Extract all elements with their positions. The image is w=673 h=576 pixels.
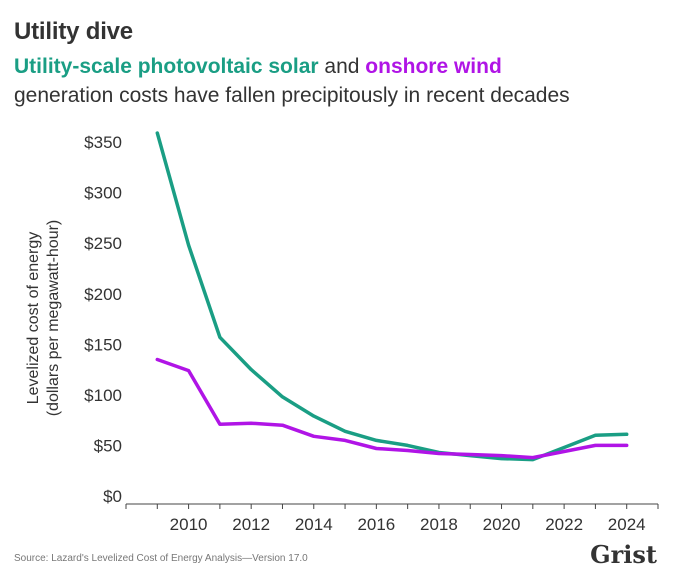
solar-line [155,131,629,462]
x-tick-label: 2016 [357,515,395,534]
chart-title: Utility dive [14,18,133,45]
x-tick-label: 2024 [608,515,646,534]
y-tick-label: $0 [103,487,122,506]
x-tick-label: 2018 [420,515,458,534]
source-note: Source: Lazard's Levelized Cost of Energ… [14,553,308,564]
y-tick-label: $50 [94,436,122,455]
y-axis-label: Levelized cost of energy (dollars per me… [25,220,62,417]
series-lines [155,131,629,462]
y-axis-label-line2: (dollars per megawatt-hour) [45,220,62,417]
y-axis-label-line1: Levelized cost of energy [25,232,42,405]
x-tick-label: 2020 [483,515,521,534]
x-tick-label: 2012 [232,515,270,534]
x-tick-label: 2014 [295,515,333,534]
y-tick-label: $300 [84,184,122,203]
chart-subtitle: Utility-scale photovoltaic solar and ons… [14,52,664,110]
y-axis: $0 $50 $100 $150 $200 $250 $300 $350 [84,133,122,506]
subtitle-solar: Utility-scale photovoltaic solar [14,55,319,78]
y-tick-label: $350 [84,133,122,152]
x-tick-label: 2022 [545,515,583,534]
subtitle-and: and [318,55,366,78]
subtitle-wind: onshore wind [365,55,502,78]
grist-logo: Grist [590,540,657,569]
y-tick-label: $150 [84,335,122,354]
y-tick-label: $200 [84,285,122,304]
y-tick-label: $100 [84,386,122,405]
subtitle-rest: generation costs have fallen precipitous… [14,84,570,107]
y-tick-label: $250 [84,234,122,253]
wind-line [155,357,629,460]
x-tick-label: 2010 [170,515,208,534]
x-axis: 2010 2012 2014 2016 2018 2020 2022 2024 [125,503,659,534]
